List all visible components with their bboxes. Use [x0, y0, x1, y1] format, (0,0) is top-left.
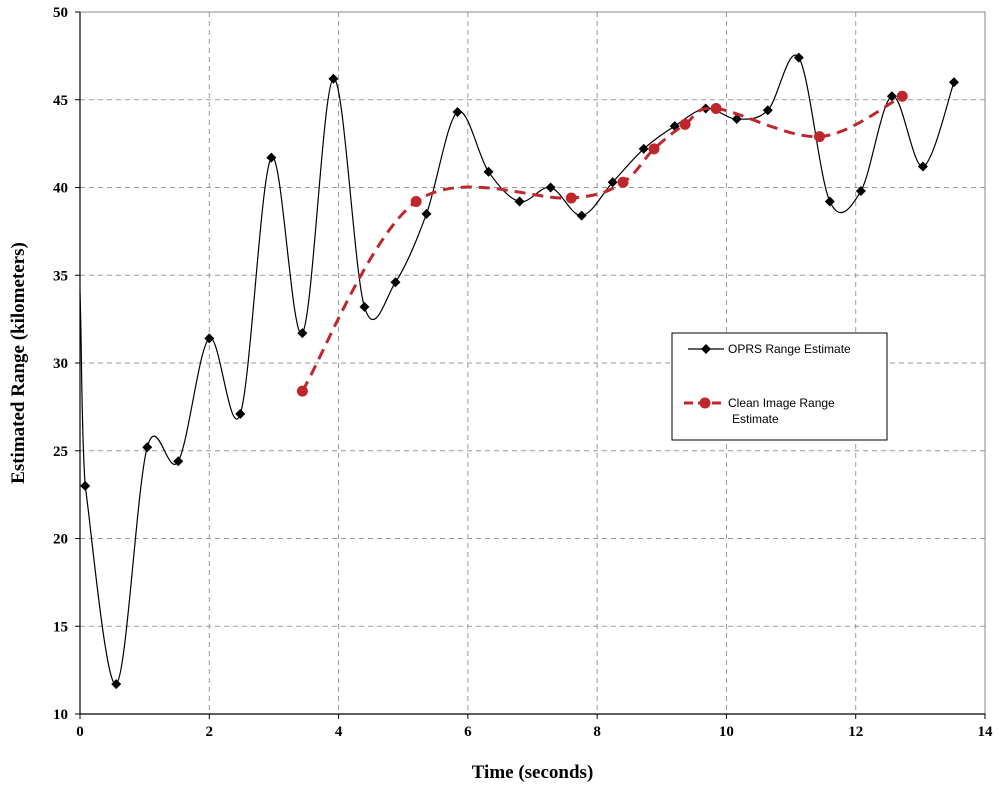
axes — [75, 11, 986, 719]
data-point-oprs — [514, 196, 525, 207]
data-point-oprs — [235, 408, 246, 419]
data-point-oprs — [638, 143, 649, 154]
legend-item-clean-image: Clean Image Range Estimate — [684, 396, 835, 426]
data-point-oprs — [576, 210, 587, 221]
data-point-oprs — [390, 277, 401, 288]
x-tick-label: 4 — [335, 724, 343, 740]
data-point-clean-image — [814, 131, 826, 143]
y-tick-label: 50 — [53, 5, 68, 21]
data-point-oprs — [297, 328, 308, 339]
data-point-oprs — [855, 186, 866, 197]
x-tick-label: 10 — [719, 724, 734, 740]
x-tick-label: 6 — [464, 724, 472, 740]
data-point-clean-image — [648, 143, 660, 155]
legend: OPRS Range Estimate Clean Image Range Est… — [671, 332, 888, 441]
series-line-clean-image — [301, 94, 903, 392]
data-point-oprs — [793, 52, 804, 63]
x-tick-label: 12 — [848, 724, 863, 740]
tick-labels: 0 2 4 6 8 10 12 14 10 15 20 25 30 35 40 45 50 — [53, 5, 993, 740]
series-layer — [79, 52, 959, 690]
data-point-oprs — [142, 442, 153, 453]
data-point-oprs — [886, 91, 897, 102]
data-point-oprs — [111, 679, 122, 690]
y-tick-label: 35 — [53, 268, 68, 284]
legend-label-oprs: OPRS Range Estimate — [728, 342, 851, 356]
data-point-clean-image — [565, 192, 577, 204]
y-tick-label: 30 — [53, 356, 68, 372]
data-point-oprs — [762, 105, 773, 116]
series-clean-image — [296, 90, 908, 397]
y-axis-title: Estimated Range (kilometers) — [8, 242, 29, 484]
data-point-clean-image — [679, 118, 691, 130]
data-point-clean-image — [296, 385, 308, 397]
legend-swatch-marker-clean-image — [699, 397, 711, 409]
data-point-oprs — [266, 152, 277, 163]
legend-swatch-marker-oprs — [701, 344, 711, 354]
series-oprs — [79, 52, 959, 690]
data-point-oprs — [204, 333, 215, 344]
data-point-oprs — [917, 161, 928, 172]
x-tick-label: 8 — [593, 724, 601, 740]
legend-label-clean-image: Clean Image Range Estimate — [728, 396, 835, 426]
data-point-oprs — [607, 177, 618, 188]
legend-label-line: Clean Image Range — [728, 396, 835, 410]
data-point-oprs — [948, 77, 959, 88]
data-point-oprs — [328, 73, 339, 84]
data-point-oprs — [824, 196, 835, 207]
data-point-oprs — [483, 166, 494, 177]
legend-item-oprs: OPRS Range Estimate — [688, 342, 851, 356]
data-point-clean-image — [710, 103, 722, 115]
data-point-oprs — [452, 107, 463, 118]
y-tick-label: 20 — [53, 532, 68, 548]
data-point-oprs — [545, 182, 556, 193]
x-tick-label: 0 — [76, 724, 84, 740]
legend-label-line: Estimate — [732, 412, 779, 426]
y-tick-label: 15 — [53, 619, 68, 635]
data-point-oprs — [421, 208, 432, 219]
y-tick-label: 45 — [53, 93, 68, 109]
data-point-oprs — [359, 301, 370, 312]
data-point-clean-image — [410, 196, 422, 208]
y-tick-label: 25 — [53, 444, 68, 460]
data-point-clean-image — [617, 176, 629, 188]
x-tick-label: 2 — [206, 724, 214, 740]
y-tick-label: 40 — [53, 181, 68, 197]
data-point-oprs — [731, 114, 742, 125]
data-point-clean-image — [896, 90, 908, 102]
data-point-oprs — [173, 456, 184, 467]
data-point-oprs — [80, 480, 91, 491]
x-axis-title: Time (seconds) — [472, 762, 594, 783]
x-tick-label: 14 — [978, 724, 994, 740]
y-tick-label: 10 — [53, 707, 68, 723]
